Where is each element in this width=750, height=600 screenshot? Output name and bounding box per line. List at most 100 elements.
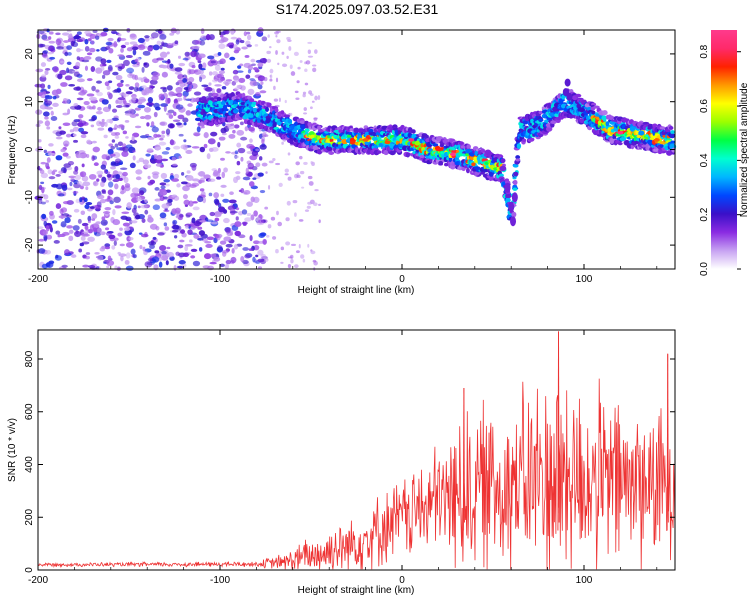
spectrogram-speckle [140,200,145,204]
spectrogram-speckle [259,90,267,94]
spectrogram-speckle [174,207,181,214]
spectrogram-speckle [234,150,239,155]
spectrogram-speckle [71,120,78,127]
spectrogram-speckle [42,230,48,236]
spectrogram-speckle [69,181,73,187]
spectrogram-speckle [219,34,224,38]
spectrogram-ridge-mark [266,102,272,108]
spectrogram-speckle [307,41,313,44]
spectrogram-speckle [290,71,296,76]
spectrogram-speckle [208,34,215,41]
spectrogram-speckle [173,195,180,201]
spectrogram-speckle [44,249,52,255]
spectrogram-speckle [294,212,297,217]
spectrogram-ridge-mark [299,138,306,143]
spectrogram-speckle [250,58,256,63]
spectrogram-speckle [275,249,279,254]
spectrogram-speckle [84,225,89,230]
spectrogram-speckle [86,52,93,56]
spectrogram-speckle [188,69,196,75]
spectrogram-speckle [40,161,47,165]
spectrogram-speckle [96,254,104,261]
spectrogram-speckle [304,82,309,86]
spectrogram-speckle [178,62,186,67]
spectrogram-speckle [120,255,124,262]
spectrogram-speckle [157,232,165,236]
spectrogram-speckle [247,69,252,74]
spectrogram-speckle [191,64,196,69]
spectrogram-speckle [80,131,89,135]
spectrogram-ridge-mark [669,143,676,149]
spectrogram-speckle [36,30,45,34]
spectrogram-speckle [191,146,200,149]
spectrogram-speckle [236,160,241,166]
spectrogram-speckle [152,44,160,51]
spectrogram-speckle [78,114,84,119]
spectrogram-ridge-mark [480,148,485,153]
spectrogram-speckle [296,174,301,179]
spectrogram-speckle [179,239,185,243]
spectrogram-speckle [298,244,301,249]
spectrogram-speckle [259,58,268,64]
spectrogram-speckle [62,112,69,116]
spectrogram-speckle [76,31,82,35]
spectrogram-ridge-mark [300,124,305,130]
spectrogram-ridge-mark [432,143,439,147]
spectrogram-speckle [230,29,235,35]
spectrogram-speckle [78,127,85,133]
spectrogram-ridge-mark [510,216,517,227]
spectrogram-speckle [43,38,50,42]
spectrogram-speckle [186,212,193,216]
spectrogram-speckle [160,185,166,190]
spectrogram-speckle [114,135,120,139]
spectrogram-speckle [159,51,168,58]
spectrogram-speckle [105,227,110,231]
spectrogram-ridge-mark [529,137,535,141]
spectrogram-speckle [85,186,89,191]
spectrogram-speckle [257,84,263,90]
spectrogram-speckle [177,216,183,221]
spectrogram-speckle [72,190,79,194]
spectrogram-speckle [85,252,91,255]
spectrogram-ridge-mark [239,113,243,117]
spectrogram-speckle [206,236,215,241]
spectrogram-speckle [159,137,164,141]
spectrogram-speckle [85,202,93,206]
spectrogram-ridge-mark [252,101,257,105]
spectrogram-speckle [255,162,261,168]
spectrogram-speckle [155,146,162,151]
spectrogram-speckle [45,106,54,110]
spectrogram-ridge-mark [512,179,518,186]
spectrogram-speckle [82,264,90,268]
spectrogram-speckle [112,178,120,183]
spectrogram-speckle [221,171,226,179]
spectrogram-ridge-mark [471,162,476,167]
spectrogram-speckle [67,34,73,39]
spectrogram-speckle [39,169,45,174]
spectrogram-speckle [310,250,316,255]
spectrogram-speckle [39,76,47,82]
spectrogram-speckle [175,87,183,93]
spectrogram-speckle [275,162,281,166]
spectrogram-speckle [182,263,187,268]
spectrogram-speckle [100,219,108,226]
spectrogram-speckle [249,78,255,81]
spectrogram-speckle [266,58,272,63]
spectrogram-speckle [59,69,67,75]
spectrogram-speckle [254,43,259,47]
spectrogram-speckle [64,217,71,224]
spectrogram-speckle [269,45,272,49]
spectrogram-speckle [47,169,53,175]
spectrogram-speckle [198,230,206,236]
colorbar-tick-label: 0.8 [699,44,710,58]
spectrogram-speckle [246,34,252,41]
spectrogram-speckle [221,250,229,254]
spectrogram-speckle [107,189,114,196]
spectrogram-ridge-mark [668,126,674,130]
spectrogram-speckle [177,97,183,102]
spectrogram-ridge-mark [564,78,571,87]
spectrogram-speckle [110,166,116,170]
spectrogram-speckle [259,189,266,194]
spectrogram-speckle [281,141,284,145]
spectrogram-speckle [299,170,305,175]
